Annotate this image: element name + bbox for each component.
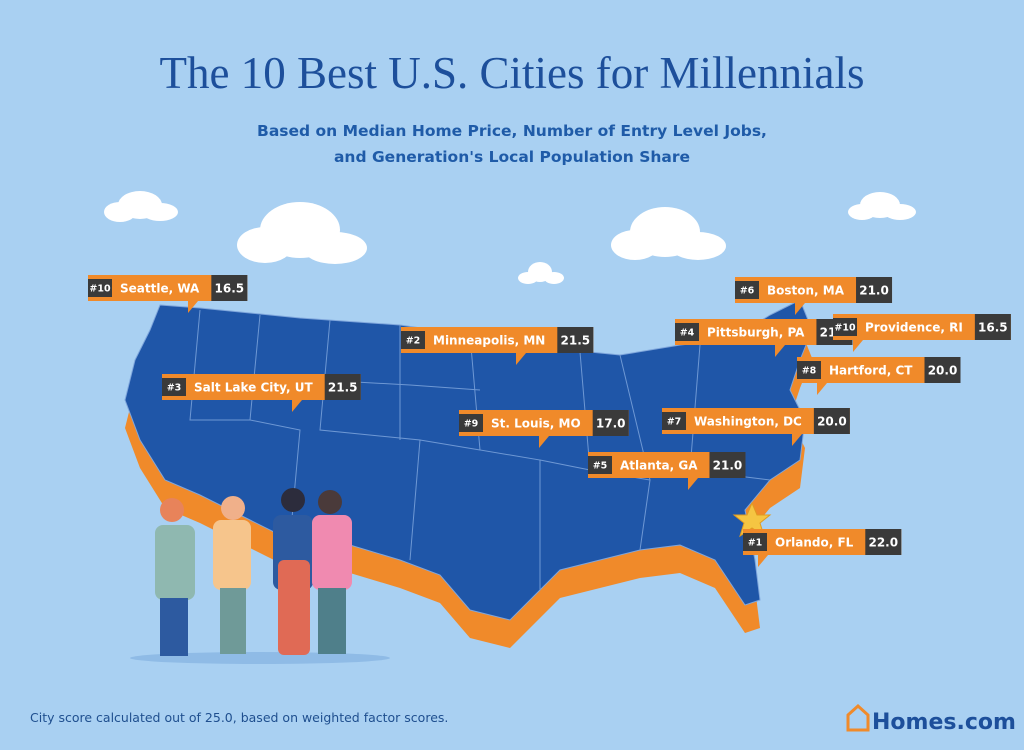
cloud [848,192,916,220]
city-label: Atlanta, GA #5 21.0 [588,452,746,490]
city-rank: #8 [802,366,817,377]
score-box [324,374,361,400]
city-label: Providence, RI #10 16.5 [833,314,1011,352]
label-pointer [188,301,198,313]
label-pointer [795,303,805,315]
logo-icon [846,703,870,732]
city-score: 21.5 [561,334,591,348]
footnote: City score calculated out of 25.0, based… [30,710,448,725]
rank-box [735,281,759,299]
city-name: Seattle, WA [120,282,200,296]
star [732,501,772,538]
logo-text: Homes.com [872,710,1016,735]
subtitle: Based on Median Home Price, Number of En… [257,122,767,140]
city-rank: #10 [89,284,111,295]
people [130,488,390,664]
city-name: Boston, MA [767,284,845,298]
label-pointer [792,434,802,446]
city-name: Pittsburgh, PA [707,326,805,340]
title: The 10 Best U.S. Cities for Millennials [160,48,865,98]
rank-box [401,331,425,349]
score-box [974,314,1011,340]
city-score: 20.0 [928,364,958,378]
city-label: Salt Lake City, UT #3 21.5 [162,374,361,412]
city-label: Hartford, CT #8 20.0 [797,357,961,395]
city-score: 21.5 [328,381,358,395]
label-pointer [817,383,827,395]
label-pointer [853,340,863,352]
score-box [813,408,850,434]
city-name: Providence, RI [865,321,963,335]
city-label: Minneapolis, MN #2 21.5 [401,327,594,365]
city-score: 16.5 [215,282,245,296]
city-score: 22.0 [868,536,898,550]
cloud [611,207,726,260]
city-rank: #7 [667,417,682,428]
city-rank: #5 [593,461,608,472]
city-label: Orlando, FL #1 22.0 [743,529,902,567]
cloud [104,191,178,222]
rank-box [88,279,112,297]
city-labels: Seattle, WA #10 16.5 Boston, MA #6 21.0 Minnea… [88,275,1011,567]
score-box [211,275,248,301]
clouds [104,191,916,284]
city-rank: #6 [740,286,755,297]
city-label: Pittsburgh, PA#421.0 [675,319,853,357]
rank-box [459,414,483,432]
score-box [592,410,629,436]
rank-box [797,361,821,379]
city-score: 17.0 [596,417,626,431]
label-pointer [539,436,549,448]
label-pointer [516,353,526,365]
score-box [557,327,594,353]
label-pointer [758,555,768,567]
city-score: 21.0 [859,284,889,298]
city-label: Washington, DC #7 20.0 [662,408,850,446]
label-pointer [775,345,785,357]
city-name: Washington, DC [694,415,802,429]
subtitle: and Generation's Local Population Share [334,148,690,166]
city-rank: #2 [406,336,421,347]
rank-box [162,378,186,396]
city-label: Seattle, WA #10 16.5 [88,275,248,313]
city-rank: #10 [834,323,856,334]
city-name: Atlanta, GA [620,459,698,473]
city-name: Minneapolis, MN [433,334,545,348]
city-rank: #3 [167,383,182,394]
city-label: Boston, MA #6 21.0 [735,277,893,315]
score-box [924,357,961,383]
score-box [865,529,902,555]
logo: Homes.com [846,703,1016,735]
city-score: 21.0 [713,459,743,473]
score-box [709,452,746,478]
rank-box [588,456,612,474]
city-name: Hartford, CT [829,364,913,378]
city-score: 16.5 [978,321,1008,335]
rank-box [743,533,767,551]
city-label: St. Louis, MO #9 17.0 [459,410,629,448]
city-name: Salt Lake City, UT [194,381,314,395]
city-rank: #9 [464,419,479,430]
city-name: Orlando, FL [775,536,854,550]
city-score: 20.0 [817,415,847,429]
label-pointer [688,478,698,490]
cloud [518,262,564,284]
label-pointer [292,400,302,412]
rank-box [662,412,686,430]
score-box [856,277,893,303]
city-rank: #1 [748,538,763,549]
rank-box [675,323,699,341]
city-name: St. Louis, MO [491,417,581,431]
rank-box [833,318,857,336]
city-rank: #4 [680,328,695,339]
cloud [237,202,367,264]
